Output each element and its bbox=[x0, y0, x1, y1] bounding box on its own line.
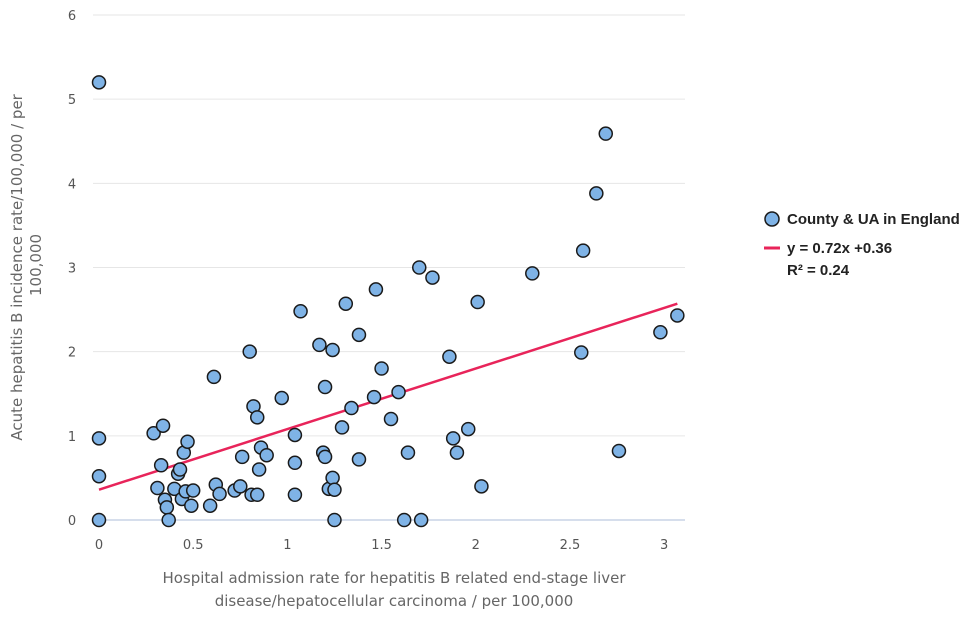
data-point bbox=[293, 304, 308, 319]
y-axis-title-line-1: Acute hepatitis B incidence rate/100,000… bbox=[8, 93, 26, 440]
data-point bbox=[91, 512, 107, 528]
data-point bbox=[212, 486, 227, 502]
data-point bbox=[325, 470, 340, 486]
data-point bbox=[396, 512, 412, 528]
data-point bbox=[327, 512, 342, 528]
x-tick-label: 1 bbox=[283, 538, 291, 553]
x-tick-label: 0.5 bbox=[183, 538, 204, 553]
grid-lines bbox=[93, 14, 685, 437]
data-point bbox=[474, 479, 489, 494]
data-point bbox=[598, 126, 614, 141]
data-point bbox=[153, 458, 169, 473]
data-point bbox=[574, 345, 589, 360]
data-point bbox=[287, 487, 303, 502]
data-point bbox=[150, 480, 165, 496]
data-point bbox=[338, 296, 354, 311]
data-point bbox=[91, 468, 107, 484]
data-point bbox=[442, 349, 457, 364]
data-point bbox=[611, 443, 627, 459]
data-point bbox=[400, 445, 416, 460]
data-point bbox=[460, 421, 476, 437]
data-point bbox=[383, 411, 399, 427]
data-point bbox=[391, 384, 406, 400]
y-tick-label: 1 bbox=[68, 430, 76, 445]
data-point bbox=[589, 186, 604, 201]
data-point bbox=[287, 427, 303, 443]
y-tick-label: 2 bbox=[68, 346, 76, 361]
data-point bbox=[234, 449, 250, 465]
data-point bbox=[325, 342, 340, 358]
legend-trendline-r2: R² = 0.24 bbox=[787, 262, 850, 279]
data-point bbox=[172, 462, 188, 477]
y-tick-label: 0 bbox=[68, 514, 76, 529]
data-point bbox=[366, 389, 382, 405]
y-tick-label: 6 bbox=[68, 9, 76, 24]
x-tick-label: 2.5 bbox=[560, 538, 581, 553]
legend-marker-icon bbox=[764, 211, 780, 227]
y-axis-title-line-2: 100,000 bbox=[27, 234, 45, 296]
y-tick-label: 3 bbox=[68, 262, 76, 277]
data-point bbox=[413, 512, 429, 528]
data-points bbox=[91, 75, 685, 528]
data-point bbox=[233, 479, 248, 494]
data-point bbox=[351, 327, 367, 343]
data-point bbox=[575, 243, 591, 258]
x-tick-label: 3 bbox=[660, 538, 668, 553]
data-point bbox=[287, 455, 303, 471]
data-point bbox=[344, 400, 359, 416]
y-tick-label: 5 bbox=[68, 93, 76, 108]
y-axis-title: Acute hepatitis B incidence rate/100,000… bbox=[8, 89, 45, 440]
data-point bbox=[91, 75, 107, 90]
data-point bbox=[653, 325, 668, 340]
data-point bbox=[670, 308, 685, 323]
data-point bbox=[317, 449, 333, 465]
data-point bbox=[525, 266, 540, 281]
legend-series-label: County & UA in England bbox=[787, 211, 960, 228]
data-point bbox=[180, 434, 195, 449]
data-point bbox=[334, 420, 350, 435]
x-tick-label: 0 bbox=[95, 538, 103, 553]
data-point bbox=[202, 498, 218, 513]
x-axis-title-line-2: disease/hepatocellular carcinoma / per 1… bbox=[215, 592, 574, 610]
data-point bbox=[351, 452, 367, 467]
y-tick-label: 4 bbox=[68, 177, 76, 192]
data-point bbox=[146, 426, 161, 441]
data-point bbox=[425, 270, 440, 285]
legend-trendline-equation: y = 0.72x +0.36 bbox=[787, 240, 892, 257]
data-point bbox=[445, 431, 461, 446]
legend[interactable]: County & UA in England y = 0.72x +0.36 R… bbox=[764, 211, 960, 279]
data-point bbox=[470, 294, 485, 310]
x-axis-title-line-1: Hospital admission rate for hepatitis B … bbox=[162, 569, 626, 587]
y-axis-ticks: 0 1 2 3 4 5 6 bbox=[68, 9, 76, 529]
x-tick-label: 1.5 bbox=[371, 538, 392, 553]
data-point bbox=[449, 445, 465, 460]
data-point bbox=[184, 498, 199, 513]
x-axis-ticks: 0 0.5 1 1.5 2 2.5 3 bbox=[95, 538, 668, 553]
trendline bbox=[98, 302, 678, 491]
data-point bbox=[185, 483, 201, 498]
data-point bbox=[242, 344, 257, 359]
data-point bbox=[317, 379, 333, 395]
data-point bbox=[159, 500, 175, 515]
data-point bbox=[251, 462, 267, 477]
data-point bbox=[412, 260, 427, 275]
data-point bbox=[91, 431, 107, 446]
data-point bbox=[206, 369, 222, 385]
data-point bbox=[249, 487, 265, 502]
x-tick-label: 2 bbox=[472, 538, 480, 553]
data-point bbox=[274, 390, 289, 406]
data-point bbox=[312, 337, 327, 353]
data-point bbox=[368, 282, 384, 297]
data-point bbox=[155, 418, 171, 433]
data-point bbox=[161, 512, 176, 528]
data-point bbox=[249, 410, 265, 425]
data-point bbox=[327, 482, 342, 497]
data-point bbox=[259, 447, 274, 463]
data-point bbox=[374, 361, 389, 376]
